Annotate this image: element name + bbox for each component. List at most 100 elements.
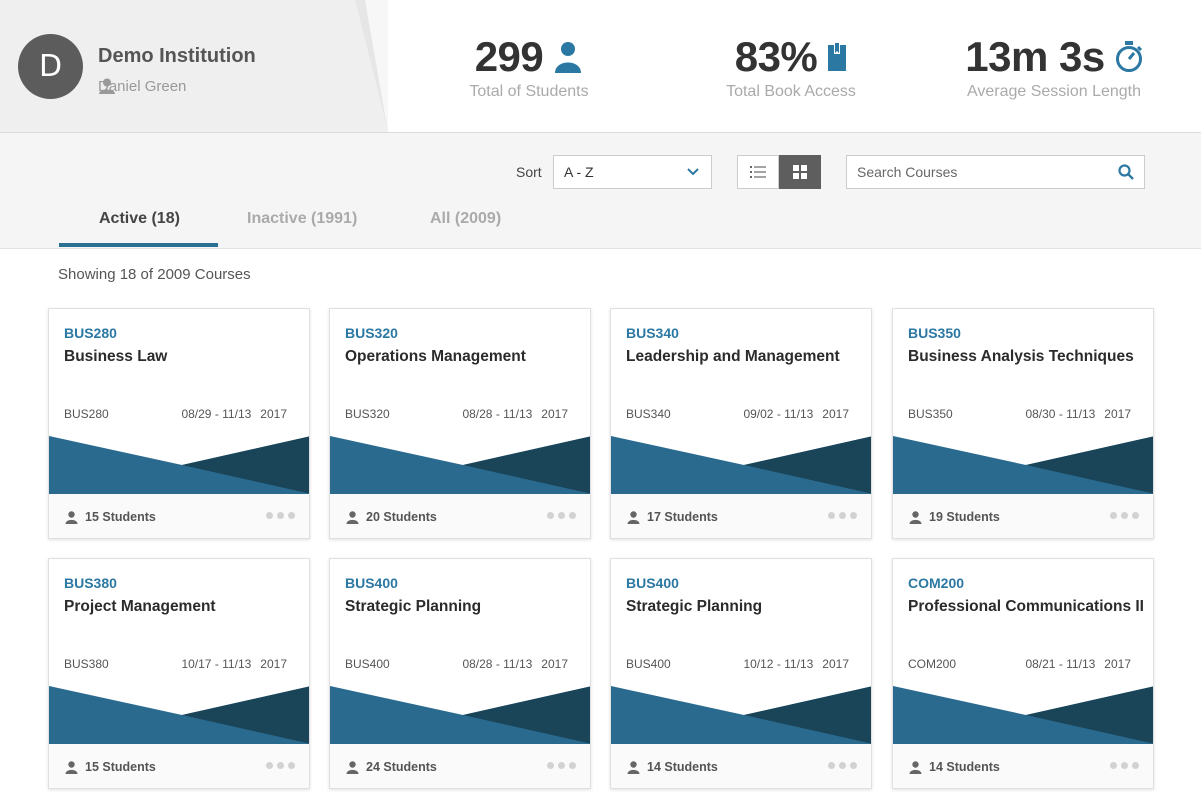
course-dates: 08/30 - 11/13 2017 xyxy=(1025,407,1131,421)
course-code: BUS380 xyxy=(64,575,117,591)
search-icon[interactable] xyxy=(1118,164,1134,180)
student-count-label: 24 Students xyxy=(366,760,437,774)
stat-total-students: 299 Total of Students xyxy=(468,33,590,101)
course-code: BUS340 xyxy=(626,325,679,341)
more-dot-icon xyxy=(569,512,576,519)
student-count-label: 19 Students xyxy=(929,510,1000,524)
more-options-button[interactable] xyxy=(1106,762,1139,769)
course-card[interactable]: BUS320 Operations Management BUS320 08/2… xyxy=(329,308,591,539)
course-card[interactable]: BUS400 Strategic Planning BUS400 10/12 -… xyxy=(610,558,872,789)
student-count-label: 15 Students xyxy=(85,760,156,774)
more-options-button[interactable] xyxy=(824,762,857,769)
course-card[interactable]: BUS380 Project Management BUS380 10/17 -… xyxy=(48,558,310,789)
grid-view-button[interactable] xyxy=(779,155,821,189)
more-dot-icon xyxy=(1121,512,1128,519)
tab-inactive[interactable]: Inactive (1991) xyxy=(247,210,358,227)
course-year: 2017 xyxy=(260,407,287,421)
stat-value: 13m 3s xyxy=(965,33,1105,80)
person-icon xyxy=(555,42,582,73)
course-banner xyxy=(893,436,1153,494)
person-icon xyxy=(909,760,922,774)
course-card[interactable]: BUS400 Strategic Planning BUS400 08/28 -… xyxy=(329,558,591,789)
course-date-range: 10/12 - 11/13 xyxy=(743,657,814,671)
course-card-footer: 20 Students xyxy=(330,494,590,538)
more-dot-icon xyxy=(288,762,295,769)
sort-selected-value: A - Z xyxy=(564,164,594,180)
more-dot-icon xyxy=(277,762,284,769)
student-count-label: 14 Students xyxy=(929,760,1000,774)
course-code: COM200 xyxy=(908,575,965,591)
more-dot-icon xyxy=(828,512,835,519)
avatar: D xyxy=(18,34,83,99)
more-dot-icon xyxy=(569,762,576,769)
more-options-button[interactable] xyxy=(1106,512,1139,519)
course-code: BUS350 xyxy=(908,325,961,341)
course-title: Strategic Planning xyxy=(626,598,763,615)
course-date-range: 09/02 - 11/13 xyxy=(743,407,814,421)
course-title: Business Analysis Techniques xyxy=(908,348,1134,365)
course-year: 2017 xyxy=(1104,657,1131,671)
course-meta-code: BUS400 xyxy=(345,657,390,671)
course-card[interactable]: COM200 Professional Communications II CO… xyxy=(892,558,1154,789)
more-dot-icon xyxy=(288,512,295,519)
course-card-footer: 14 Students xyxy=(611,744,871,788)
person-icon xyxy=(909,510,922,524)
course-meta-code: BUS350 xyxy=(908,407,953,421)
more-dot-icon xyxy=(558,762,565,769)
course-dates: 08/28 - 11/13 2017 xyxy=(462,657,568,671)
course-code: BUS320 xyxy=(345,325,398,341)
course-card-footer: 17 Students xyxy=(611,494,871,538)
course-card[interactable]: BUS280 Business Law BUS280 08/29 - 11/13… xyxy=(48,308,310,539)
student-count: 17 Students xyxy=(627,510,718,524)
course-banner xyxy=(611,686,871,744)
person-icon xyxy=(346,760,359,774)
course-code: BUS400 xyxy=(345,575,398,591)
course-year: 2017 xyxy=(822,657,849,671)
stat-book-access: 83% Total Book Access xyxy=(726,33,856,101)
course-date-range: 10/17 - 11/13 xyxy=(181,657,252,671)
more-options-button[interactable] xyxy=(543,762,576,769)
course-card-footer: 19 Students xyxy=(893,494,1153,538)
course-title: Business Law xyxy=(64,348,168,365)
course-dates: 10/17 - 11/13 2017 xyxy=(181,657,287,671)
course-title: Leadership and Management xyxy=(626,348,840,365)
tab-active[interactable]: Active (18) xyxy=(99,210,180,227)
person-icon xyxy=(346,510,359,524)
more-dot-icon xyxy=(1121,762,1128,769)
more-options-button[interactable] xyxy=(824,512,857,519)
course-year: 2017 xyxy=(541,657,568,671)
student-count-label: 14 Students xyxy=(647,760,718,774)
tab-all[interactable]: All (2009) xyxy=(430,210,502,227)
student-count: 15 Students xyxy=(65,510,156,524)
more-dot-icon xyxy=(266,762,273,769)
course-banner xyxy=(893,686,1153,744)
more-dot-icon xyxy=(1132,512,1139,519)
search-box xyxy=(846,155,1145,189)
student-count: 15 Students xyxy=(65,760,156,774)
more-options-button[interactable] xyxy=(543,512,576,519)
stat-label: Total Book Access xyxy=(726,83,856,100)
active-tab-indicator xyxy=(59,243,218,247)
more-dot-icon xyxy=(1132,762,1139,769)
course-date-range: 08/21 - 11/13 xyxy=(1025,657,1096,671)
course-meta-code: BUS380 xyxy=(64,657,109,671)
institution-name: Demo Institution xyxy=(98,45,256,67)
person-icon xyxy=(627,510,640,524)
course-card[interactable]: BUS350 Business Analysis Techniques BUS3… xyxy=(892,308,1154,539)
course-banner xyxy=(49,436,309,494)
course-card[interactable]: BUS340 Leadership and Management BUS340 … xyxy=(610,308,872,539)
list-view-button[interactable] xyxy=(737,155,779,189)
book-icon xyxy=(828,42,847,71)
sort-label: Sort xyxy=(516,164,542,180)
search-input[interactable] xyxy=(847,156,1107,188)
course-date-range: 08/28 - 11/13 xyxy=(462,407,533,421)
course-card-footer: 24 Students xyxy=(330,744,590,788)
course-year: 2017 xyxy=(1104,407,1131,421)
sort-select[interactable]: A - Z xyxy=(553,155,712,189)
more-options-button[interactable] xyxy=(262,512,295,519)
stat-value: 299 xyxy=(474,33,544,80)
more-options-button[interactable] xyxy=(262,762,295,769)
course-title: Project Management xyxy=(64,598,216,615)
course-meta-code: BUS320 xyxy=(345,407,390,421)
student-count: 14 Students xyxy=(627,760,718,774)
